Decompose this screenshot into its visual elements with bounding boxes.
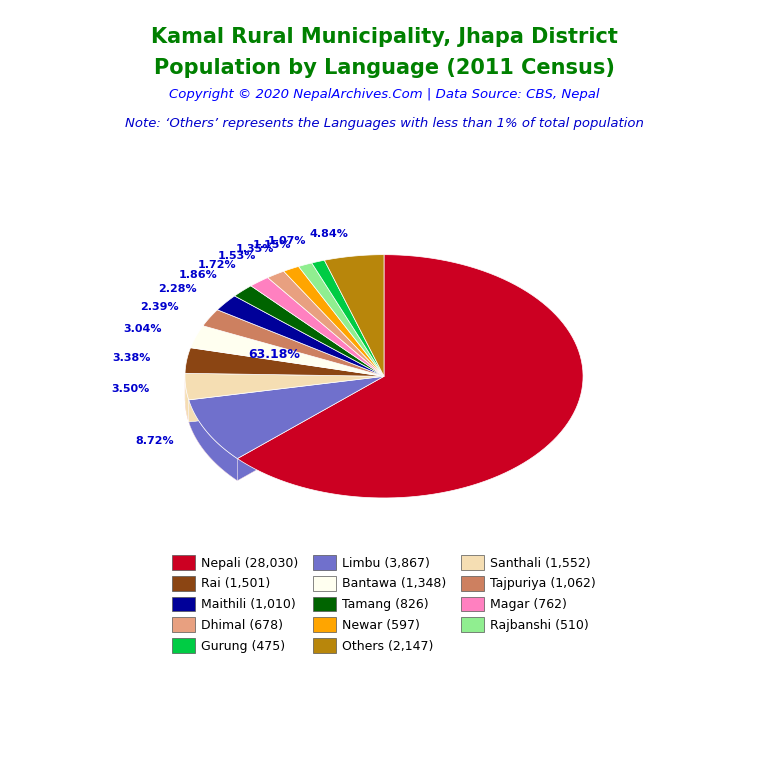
- Polygon shape: [237, 255, 583, 498]
- Text: 1.86%: 1.86%: [178, 270, 217, 280]
- Polygon shape: [203, 310, 384, 376]
- Polygon shape: [185, 376, 189, 422]
- Polygon shape: [185, 373, 384, 400]
- Text: Kamal Rural Municipality, Jhapa District: Kamal Rural Municipality, Jhapa District: [151, 27, 617, 47]
- Polygon shape: [299, 263, 384, 376]
- Text: 1.07%: 1.07%: [268, 236, 306, 246]
- Polygon shape: [268, 271, 384, 376]
- Text: 3.50%: 3.50%: [111, 383, 150, 393]
- Text: 3.38%: 3.38%: [113, 353, 151, 362]
- Polygon shape: [185, 348, 384, 376]
- Text: 63.18%: 63.18%: [249, 348, 300, 361]
- Text: 8.72%: 8.72%: [136, 436, 174, 446]
- Polygon shape: [189, 376, 384, 422]
- Polygon shape: [251, 277, 384, 376]
- Text: Population by Language (2011 Census): Population by Language (2011 Census): [154, 58, 614, 78]
- Polygon shape: [237, 376, 384, 481]
- Polygon shape: [283, 266, 384, 376]
- Polygon shape: [324, 255, 384, 376]
- Text: 1.72%: 1.72%: [198, 260, 237, 270]
- Polygon shape: [189, 376, 384, 458]
- Text: 1.35%: 1.35%: [236, 244, 274, 254]
- Legend: Nepali (28,030), Rai (1,501), Maithili (1,010), Dhimal (678), Gurung (475), Limb: Nepali (28,030), Rai (1,501), Maithili (…: [167, 551, 601, 657]
- Polygon shape: [190, 326, 384, 376]
- Polygon shape: [189, 400, 237, 481]
- Text: Note: ‘Others’ represents the Languages with less than 1% of total population: Note: ‘Others’ represents the Languages …: [124, 117, 644, 130]
- Polygon shape: [312, 260, 384, 376]
- Polygon shape: [189, 376, 384, 422]
- Text: 1.53%: 1.53%: [217, 251, 256, 261]
- Polygon shape: [185, 376, 237, 481]
- Polygon shape: [234, 286, 384, 376]
- Text: 4.84%: 4.84%: [310, 230, 349, 240]
- Text: 3.04%: 3.04%: [124, 324, 162, 334]
- Polygon shape: [217, 296, 384, 376]
- Text: 2.28%: 2.28%: [158, 284, 197, 294]
- Polygon shape: [237, 376, 384, 481]
- Text: 2.39%: 2.39%: [140, 302, 178, 312]
- Text: Copyright © 2020 NepalArchives.Com | Data Source: CBS, Nepal: Copyright © 2020 NepalArchives.Com | Dat…: [169, 88, 599, 101]
- Text: 1.15%: 1.15%: [253, 240, 291, 250]
